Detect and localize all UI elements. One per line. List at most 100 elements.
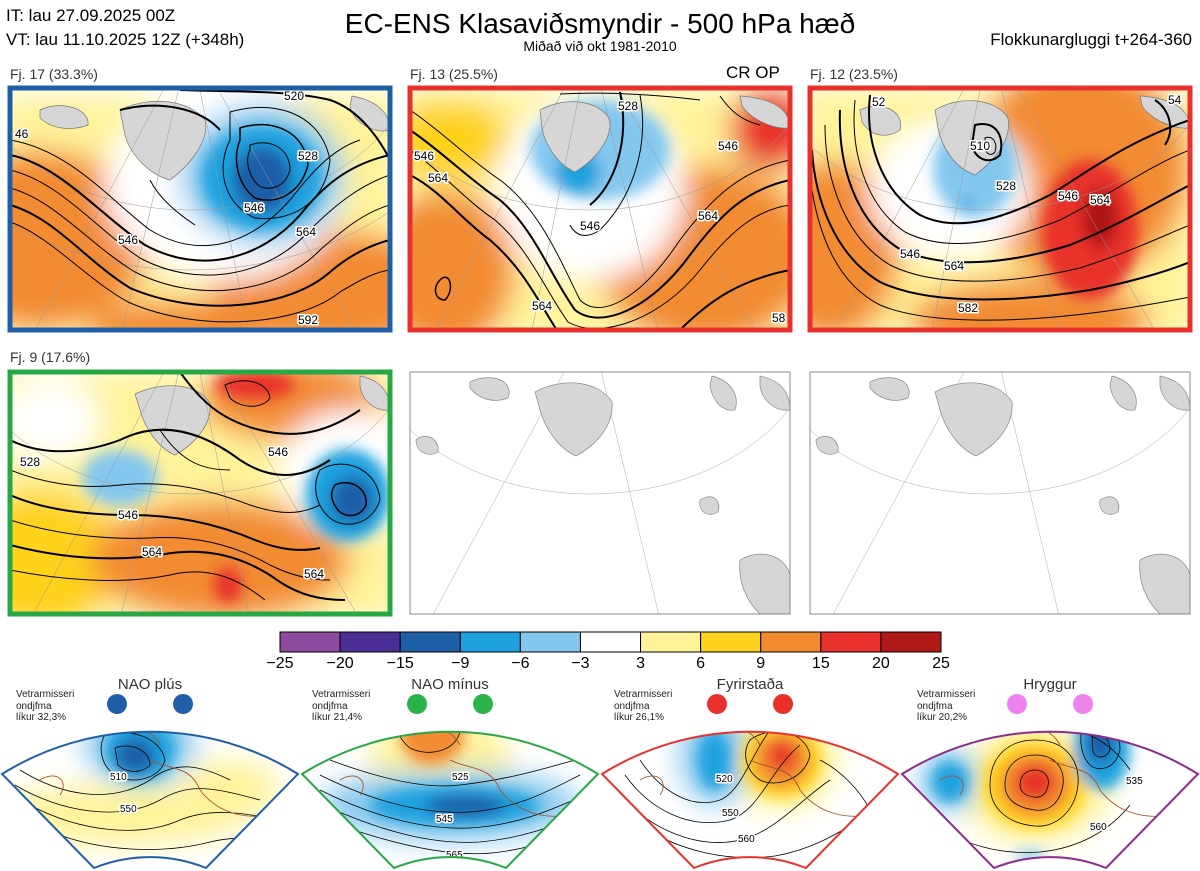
panel-2-tag: CR OP [726,63,780,82]
contour-label: 528 [298,149,318,163]
contour-label: 565 [446,850,463,861]
colorbar-swatch [399,631,461,653]
contour-label: 510 [110,772,127,783]
contour-label: 564 [1090,193,1110,207]
colorbar-tick-label: 15 [811,655,830,672]
contour-label: 528 [996,179,1016,193]
panel-4-map: 528 546 546 564 564 [7,369,393,617]
contour-label: 550 [722,808,739,819]
regime-4-dot [1073,694,1093,714]
regime-1-info: Vetrarmisseri ondjfma líkur 32,3% [16,689,96,724]
colorbar-tick-label: −20 [326,655,354,672]
panel-3-map: 52 510 528 546 564 546 564 582 54 [807,85,1193,333]
panel-6-map [809,371,1191,615]
valid-time: VT: lau 11.10.2025 12Z (+348h) [6,30,245,49]
contour-label: 58 [772,311,786,325]
colorbar-swatch [760,631,822,653]
regime-2-dot [473,694,493,714]
panel-2-map: 546 528 564 546 564 546 564 58 [407,85,793,333]
regime-3-name: Fyrirstaða [716,676,784,693]
panel-1-map: 46 520 528 546 564 546 592 [7,85,393,333]
regime-months: ondjfma [614,700,650,712]
contour-label: 564 [142,545,162,559]
contour-label: 54 [1168,93,1182,107]
contour-label: 550 [120,804,137,815]
regime-2-dot [407,694,427,714]
contour-label: 564 [532,299,552,313]
regime-2-outline [300,730,600,870]
regime-likelihood: líkur 20,2% [917,712,968,723]
regime-months: ondjfma [312,700,348,712]
colorbar-tick-label: 25 [932,655,950,672]
page-subtitle: Miðað við okt 1981-2010 [523,38,677,54]
regime-1-dot [173,694,193,714]
colorbar-tick-label: −3 [571,655,590,672]
regime-season: Vetrarmisseri [614,689,673,700]
colorbar [279,631,942,653]
regime-likelihood: líkur 32,3% [16,712,67,723]
regime-3-map: 520 550 560 [600,694,900,870]
colorbar-tick-label: −9 [451,655,470,672]
colorbar-swatch [519,631,581,653]
contour-label: 564 [944,259,964,273]
regime-likelihood: líkur 21,4% [312,712,363,723]
colorbar-swatch [279,631,341,653]
regime-months: ondjfma [16,700,52,712]
contour-label: 528 [20,455,40,469]
colorbar-tick-label: 9 [756,655,766,672]
regime-4-name: Hryggur [1023,676,1077,693]
regime-1-map: 510 550 [0,694,300,870]
panel-1-border [7,85,393,333]
contour-label: 592 [298,313,318,327]
colorbar-tick-label: −25 [266,655,294,672]
contour-label: 564 [296,225,316,239]
panel-5-map [409,371,791,615]
contour-label: 510 [970,139,990,153]
contour-label: 546 [244,201,264,215]
colorbar-tick-label: 20 [872,655,890,672]
colorbar-swatch [640,631,702,653]
cluster-window: Flokkunargluggi t+264-360 [990,30,1192,49]
regime-season: Vetrarmisseri [917,689,976,700]
panel-2-border [407,85,793,333]
contour-label: 560 [738,834,755,845]
regime-3-outline [600,730,900,870]
regime-4-dot [1007,694,1027,714]
regime-3-info: Vetrarmisseri ondjfma líkur 26,1% [614,689,694,724]
contour-label: 564 [304,567,324,581]
contour-label: 546 [718,139,738,153]
contour-label: 560 [1090,822,1107,833]
panel-2-label: Fj. 13 (25.5%) [410,66,498,82]
regime-3-dot [707,694,727,714]
issue-time: IT: lau 27.09.2025 00Z [6,6,176,25]
colorbar-swatch [700,631,762,653]
contour-label: 52 [872,95,886,109]
contour-label: 582 [958,301,978,315]
regime-likelihood: líkur 26,1% [614,712,665,723]
panel-4-label: Fj. 9 (17.6%) [10,349,91,365]
regime-2-name: NAO mínus [411,676,489,693]
contour-label: 46 [15,127,29,141]
colorbar-swatch [459,631,521,653]
regime-1-name: NAO plús [117,676,183,693]
regime-4-outline [900,730,1200,870]
colorbar-swatch [880,631,942,653]
panel-4-border [7,369,393,617]
contour-label: 545 [436,814,453,825]
contour-label: 520 [716,774,733,785]
panel-3-border [807,85,1193,333]
contour-label: 546 [268,445,288,459]
regime-months: ondjfma [917,700,953,712]
colorbar-swatch [820,631,882,653]
colorbar-tick-label: 3 [636,655,645,672]
contour-label: 546 [414,149,434,163]
colorbar-tick-label: 6 [696,655,706,672]
regime-season: Vetrarmisseri [312,689,371,700]
contour-label: 546 [1058,189,1078,203]
regime-1-dot [107,694,127,714]
regime-3-dot [773,694,793,714]
contour-label: 546 [118,508,138,522]
contour-label: 528 [618,99,638,113]
regime-2-info: Vetrarmisseri ondjfma líkur 21,4% [312,689,392,724]
